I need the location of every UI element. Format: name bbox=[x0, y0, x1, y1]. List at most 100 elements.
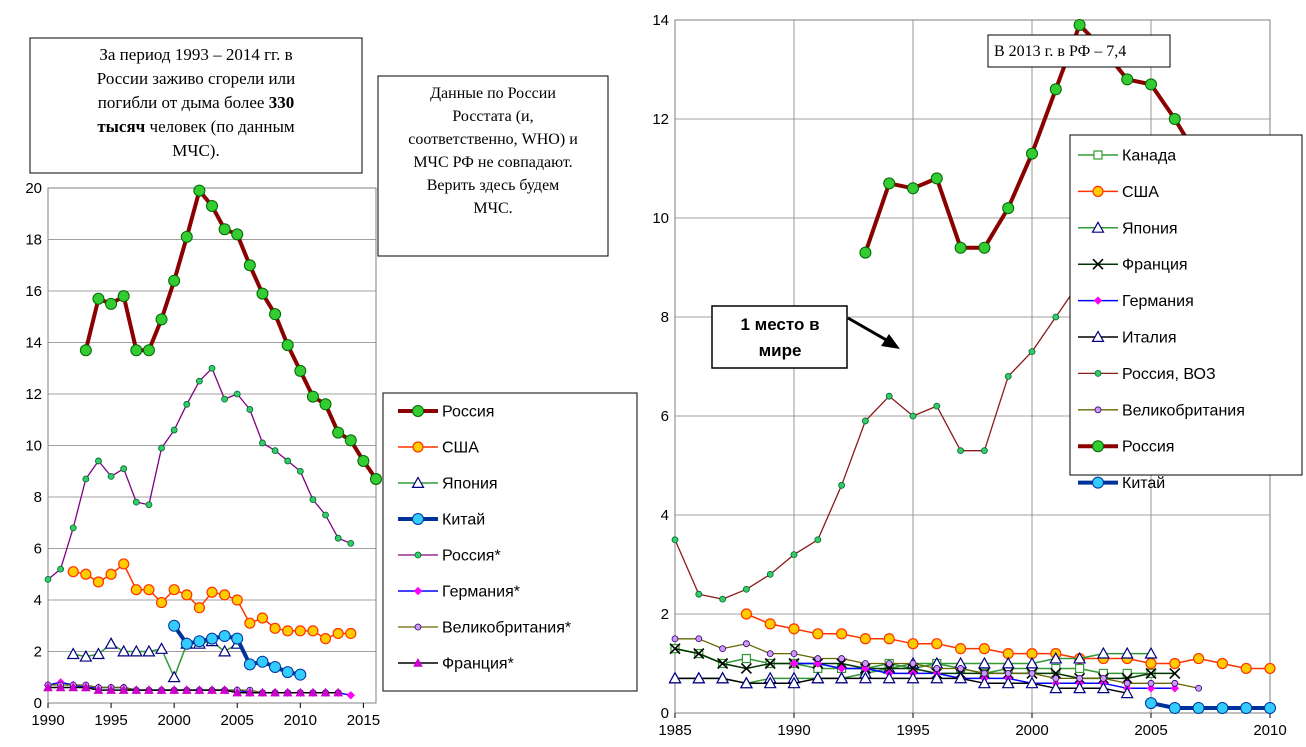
data-point bbox=[167, 670, 181, 683]
data-point bbox=[814, 536, 822, 544]
data-point bbox=[281, 339, 294, 352]
data-point bbox=[883, 662, 895, 675]
data-point bbox=[244, 617, 256, 629]
data-point bbox=[717, 657, 729, 670]
y-tick-label: 16 bbox=[25, 283, 42, 300]
data-point bbox=[743, 585, 750, 593]
data-point bbox=[836, 657, 848, 670]
series-Франция* bbox=[43, 682, 344, 697]
y-tick-label: 14 bbox=[652, 12, 669, 29]
data-point bbox=[256, 655, 269, 668]
legend-label: Россия* bbox=[442, 548, 501, 565]
data-point bbox=[719, 595, 726, 603]
note-box-right: В 2013 г. в РФ – 7,4 bbox=[987, 34, 1171, 68]
legend-label: Китай bbox=[442, 512, 485, 529]
data-point bbox=[107, 472, 115, 480]
data-point bbox=[79, 344, 92, 357]
data-point bbox=[838, 655, 845, 662]
data-point bbox=[907, 662, 919, 675]
data-point bbox=[168, 619, 181, 632]
data-point bbox=[307, 625, 319, 637]
legend-swatch-marker bbox=[1092, 258, 1104, 270]
data-point bbox=[1192, 702, 1205, 715]
data-point bbox=[766, 571, 774, 578]
data-point bbox=[104, 637, 118, 649]
data-point bbox=[181, 685, 192, 694]
note-left-line-2: России заживо сгорели или bbox=[97, 69, 295, 88]
data-point bbox=[978, 241, 991, 254]
data-point bbox=[345, 627, 357, 640]
data-point bbox=[1025, 676, 1039, 689]
data-point bbox=[221, 395, 229, 403]
data-point bbox=[143, 584, 155, 596]
series-Россия bbox=[79, 184, 382, 485]
data-point bbox=[1123, 679, 1131, 687]
data-point bbox=[1074, 663, 1085, 674]
data-point bbox=[168, 274, 181, 287]
note-left-line-3: погибли от дыма более 330 bbox=[98, 93, 294, 112]
data-point bbox=[933, 402, 941, 410]
data-point bbox=[1028, 670, 1036, 677]
data-point bbox=[208, 364, 216, 372]
data-point bbox=[131, 685, 142, 694]
y-tick-label: 6 bbox=[34, 541, 42, 558]
y-tick-label: 10 bbox=[652, 210, 669, 227]
data-point bbox=[1002, 202, 1015, 215]
data-point bbox=[231, 632, 244, 645]
legend-swatch-marker bbox=[1091, 221, 1105, 233]
data-point bbox=[693, 648, 705, 660]
series-Италия bbox=[668, 671, 1134, 699]
note-left-line-4b: человек (по данным bbox=[145, 117, 295, 136]
y-tick-label: 2 bbox=[34, 644, 42, 661]
legend-label: Канада bbox=[1122, 148, 1176, 165]
legend-right-items: Канада США Япония Франция Германия Италия Росс… bbox=[1078, 148, 1245, 492]
data-point bbox=[118, 558, 130, 570]
legend-swatch-marker bbox=[1092, 440, 1104, 453]
data-point bbox=[1121, 73, 1134, 86]
data-point bbox=[68, 682, 79, 692]
data-point bbox=[1001, 676, 1015, 689]
data-point bbox=[195, 377, 203, 385]
data-point bbox=[883, 633, 895, 645]
note-box-left: За период 1993 – 2014 гг. в России зажив… bbox=[29, 37, 363, 174]
data-point bbox=[294, 364, 307, 377]
data-point bbox=[232, 687, 243, 697]
data-point bbox=[671, 536, 679, 544]
data-point bbox=[1170, 684, 1180, 693]
data-point bbox=[669, 643, 681, 655]
data-point bbox=[155, 642, 169, 654]
data-point bbox=[130, 344, 143, 357]
legend-left: Россия США Япония Китай Россия* Германия* Вели… bbox=[382, 392, 638, 692]
data-point bbox=[130, 584, 142, 596]
legend-swatch-marker bbox=[412, 441, 424, 453]
data-point bbox=[835, 671, 849, 684]
data-point bbox=[193, 602, 205, 614]
data-point bbox=[882, 671, 896, 684]
data-point bbox=[1240, 702, 1253, 715]
note-box-middle: Данные по России Росстата (и, соответств… bbox=[377, 75, 609, 257]
legend-swatch-marker bbox=[1094, 406, 1102, 414]
data-point bbox=[933, 665, 941, 672]
legend-swatch-marker bbox=[411, 476, 425, 488]
data-point bbox=[357, 454, 370, 467]
data-point bbox=[741, 653, 752, 664]
x-tick-label: 1990 bbox=[31, 712, 64, 729]
data-point bbox=[193, 635, 206, 648]
data-point bbox=[930, 172, 943, 185]
data-point bbox=[764, 657, 776, 670]
x-tick-label: 2010 bbox=[1253, 722, 1286, 739]
data-point bbox=[370, 472, 382, 485]
callout-first-place: 1 место в мире bbox=[711, 305, 900, 369]
data-point bbox=[1145, 697, 1157, 710]
data-point bbox=[862, 417, 869, 425]
x-tick-label: 1985 bbox=[658, 722, 691, 739]
data-point bbox=[909, 412, 917, 420]
data-point bbox=[787, 676, 801, 689]
data-point bbox=[1028, 348, 1036, 356]
data-point bbox=[1052, 674, 1060, 682]
data-point bbox=[1120, 646, 1134, 659]
data-point bbox=[346, 691, 355, 700]
y-tick-label: 12 bbox=[652, 111, 669, 128]
data-point bbox=[790, 650, 798, 657]
data-point bbox=[193, 184, 206, 197]
